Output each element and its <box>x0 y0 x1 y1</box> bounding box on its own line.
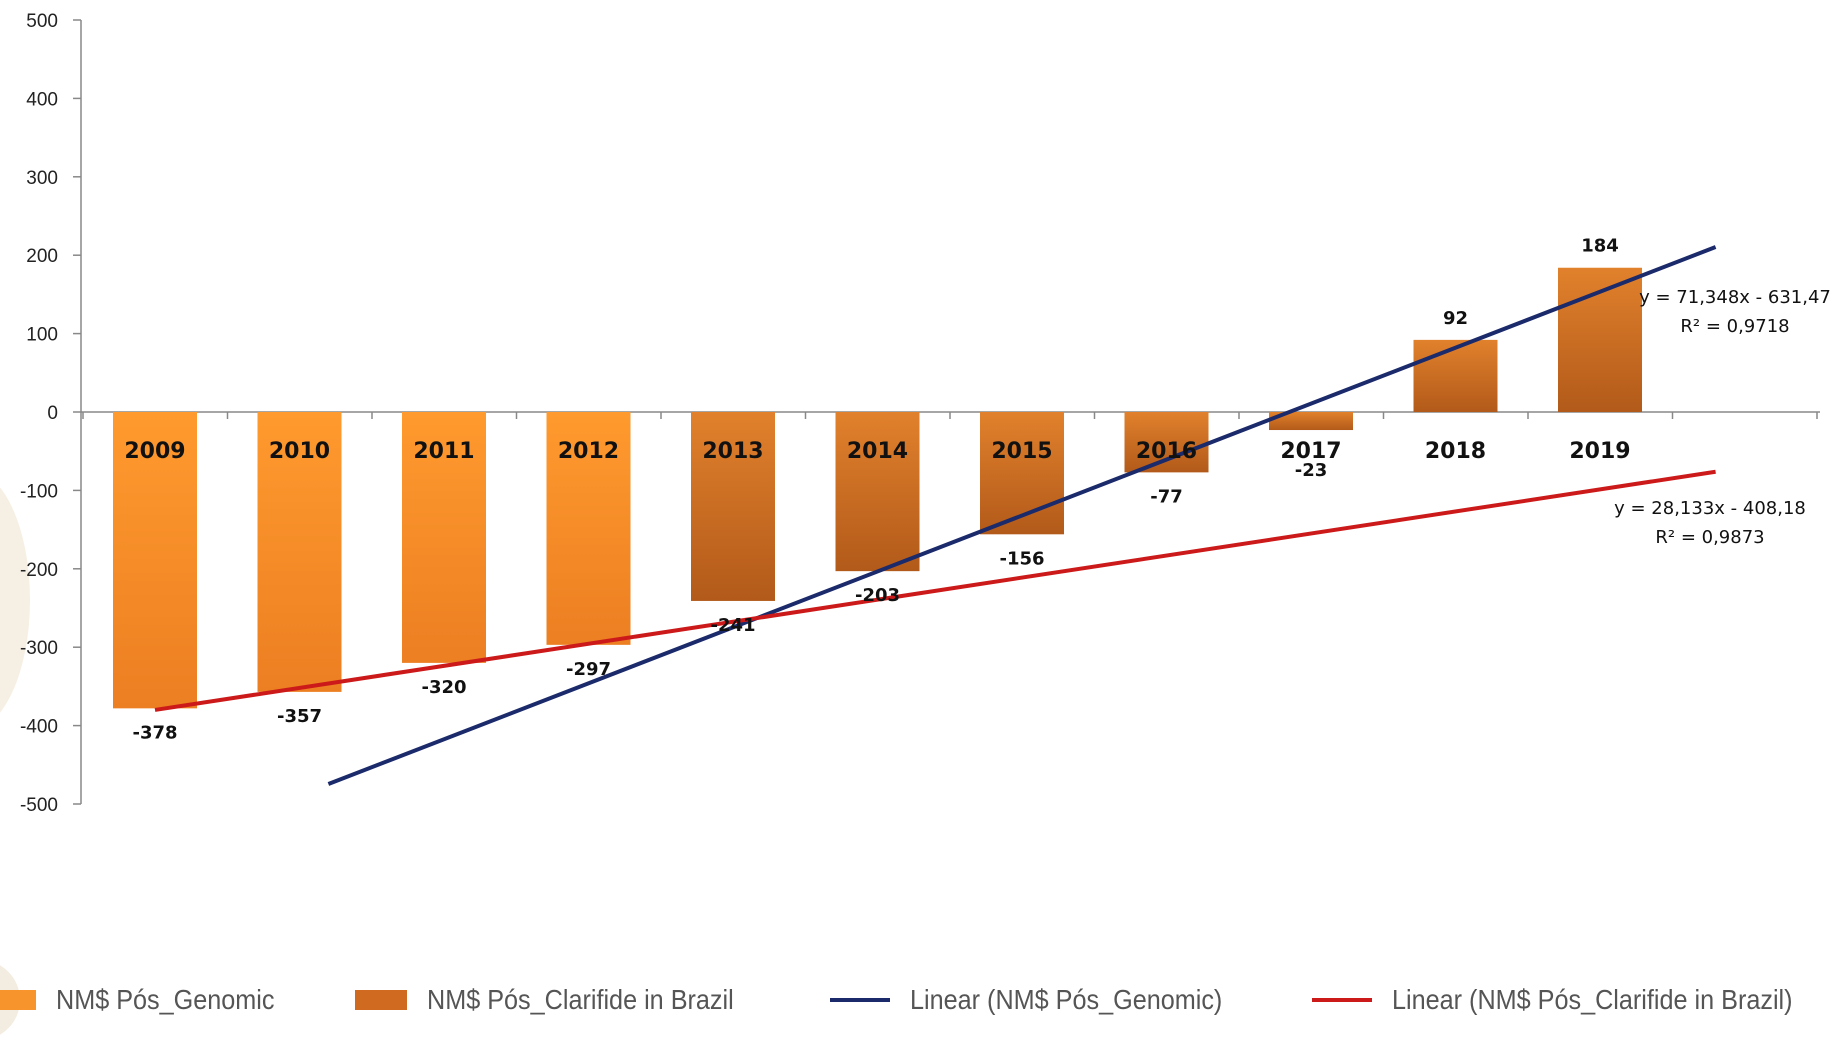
y-tick-label: -400 <box>20 717 58 738</box>
trendline-equation: y = 71,348x - 631,47 <box>1639 287 1831 308</box>
data-label: -241 <box>710 615 755 636</box>
data-label: -378 <box>132 722 177 743</box>
data-label: 184 <box>1581 236 1619 257</box>
y-tick-label: -500 <box>20 795 58 816</box>
data-label: 92 <box>1443 308 1468 329</box>
y-tick-label: 300 <box>26 168 58 189</box>
bar <box>546 412 631 645</box>
legend-label-clarifide: NM$ Pós_Clarifide in Brazil <box>427 984 734 1015</box>
legend-label-linear-clarifide: Linear (NM$ Pós_Clarifide in Brazil) <box>1392 984 1793 1015</box>
category-label: 2014 <box>847 439 908 464</box>
category-label: 2019 <box>1569 439 1630 464</box>
bar <box>691 412 775 601</box>
data-label: -203 <box>855 585 900 606</box>
data-label: -23 <box>1295 460 1328 481</box>
trendline <box>327 245 1717 786</box>
category-label: 2012 <box>558 439 619 464</box>
bars <box>113 267 1642 709</box>
bar <box>257 412 342 692</box>
bar <box>113 412 197 709</box>
legend-item-linear-clarifide: Linear (NM$ Pós_Clarifide in Brazil) <box>1312 980 1837 1020</box>
legend-label-genomic: NM$ Pós_Genomic <box>56 984 275 1015</box>
legend-line-linear-clarifide <box>1312 998 1372 1002</box>
category-label: 2009 <box>124 439 185 464</box>
bar <box>402 412 486 663</box>
bar <box>1558 267 1642 412</box>
data-label: -77 <box>1150 486 1183 507</box>
y-tick-label: 100 <box>26 325 58 346</box>
trendline-equation: y = 28,133x - 408,18 <box>1614 498 1806 519</box>
y-tick-label: -200 <box>20 560 58 581</box>
bar <box>1124 412 1209 473</box>
bar <box>1413 339 1498 412</box>
data-label: -297 <box>566 659 611 680</box>
category-label: 2018 <box>1425 439 1486 464</box>
y-tick-label: -100 <box>20 481 58 502</box>
y-tick-label: 0 <box>47 403 58 424</box>
y-tick-label: -300 <box>20 638 58 659</box>
legend-item-genomic: NM$ Pós_Genomic <box>0 980 299 1020</box>
bar <box>835 412 920 572</box>
legend-item-linear-genomic: Linear (NM$ Pós_Genomic) <box>830 980 1257 1020</box>
bar <box>1269 412 1353 431</box>
y-tick-label: 200 <box>26 246 58 267</box>
category-label: 2010 <box>269 439 330 464</box>
legend-line-linear-genomic <box>830 998 890 1002</box>
category-label: 2016 <box>1136 439 1197 464</box>
legend: NM$ Pós_Genomic NM$ Pós_Clarifide in Bra… <box>0 980 1846 1020</box>
category-label: 2015 <box>991 439 1052 464</box>
chart: 500 400 300 200 100 0 -100 -200 -300 -400 -500 200… <box>20 11 1831 816</box>
labels: 2009 2010 2011 2012 2013 2014 2015 2016 2017 2018… <box>124 236 1830 744</box>
legend-label-linear-genomic: Linear (NM$ Pós_Genomic) <box>910 984 1223 1015</box>
axes: 500 400 300 200 100 0 -100 -200 -300 -400 -500 <box>20 11 1820 816</box>
trendline-r2: R² = 0,9873 <box>1655 527 1764 548</box>
legend-item-clarifide: NM$ Pós_Clarifide in Brazil <box>355 980 768 1020</box>
category-label: 2017 <box>1280 439 1341 464</box>
y-tick-label: 500 <box>26 11 58 32</box>
trendlines <box>154 245 1717 786</box>
category-label: 2013 <box>702 439 763 464</box>
y-tick-label: 400 <box>26 89 58 110</box>
data-label: -357 <box>277 706 322 727</box>
trendline-r2: R² = 0,9718 <box>1680 316 1789 337</box>
data-label: -156 <box>999 548 1044 569</box>
legend-swatch-genomic <box>0 990 36 1010</box>
legend-swatch-clarifide <box>355 990 407 1010</box>
trendline <box>154 469 1716 712</box>
data-label: -320 <box>421 677 466 698</box>
category-label: 2011 <box>413 439 474 464</box>
